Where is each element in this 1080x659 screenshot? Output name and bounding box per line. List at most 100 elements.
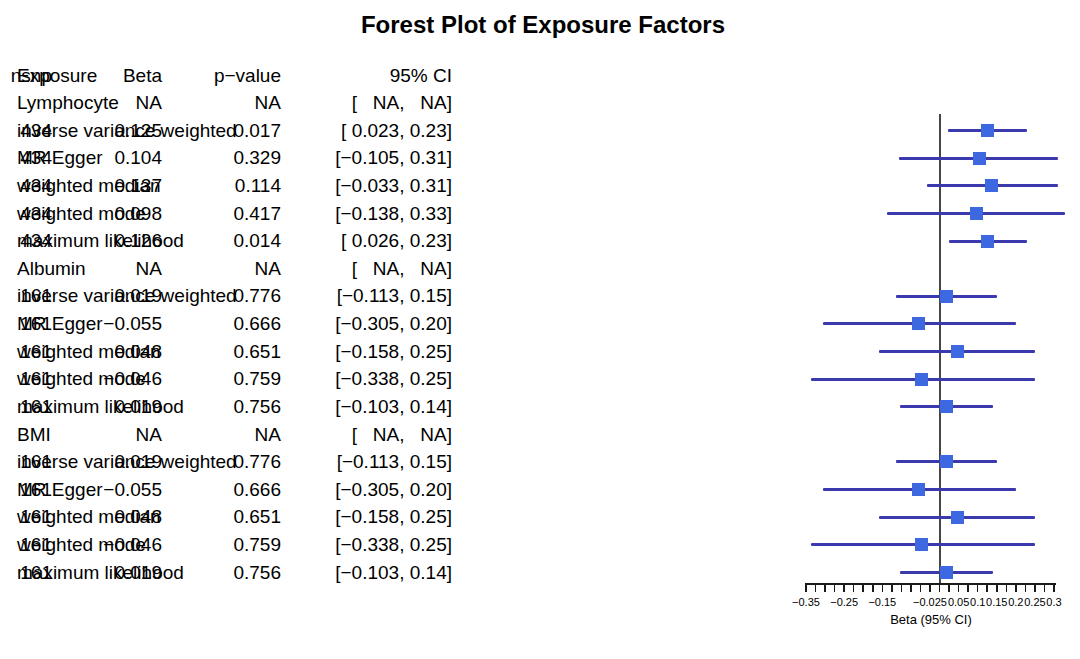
table-row: weighted median1610.0480.651[−0.158, 0.2… xyxy=(0,503,780,531)
forest-plot-figure: Forest Plot of Exposure Factors Exposure… xyxy=(0,0,1080,659)
axis-tick xyxy=(901,583,903,592)
axis-tick-label: 0.2 xyxy=(1008,596,1023,608)
cell-pvalue: NA xyxy=(255,255,281,283)
cell-pvalue: 0.666 xyxy=(233,476,281,504)
axis-tick xyxy=(891,583,893,592)
table-row: inverse variance weighted4340.1250.017[ … xyxy=(0,117,780,145)
table-row: weighted mode4340.0980.417[−0.138, 0.33] xyxy=(0,200,780,228)
cell-ci: [−0.338, 0.25] xyxy=(335,531,452,559)
table-row: weighted mode161−0.0460.759[−0.338, 0.25… xyxy=(0,365,780,393)
cell-pvalue: 0.651 xyxy=(233,338,281,366)
axis-tick xyxy=(939,583,941,592)
col-header-ci: 95% CI xyxy=(390,62,452,90)
table-row: MR Egger161−0.0550.666[−0.305, 0.20] xyxy=(0,310,780,338)
axis-tick xyxy=(1044,583,1046,592)
cell-ci: [−0.033, 0.31] xyxy=(335,172,452,200)
cell-beta: −0.046 xyxy=(103,531,162,559)
table-row: inverse variance weighted1610.0190.776[−… xyxy=(0,282,780,310)
table-header-row: Exposure nsnp Beta p−value 95% CI xyxy=(0,62,780,90)
cell-beta: 0.048 xyxy=(114,338,162,366)
cell-exposure: BMI xyxy=(17,421,51,449)
axis-tick xyxy=(843,583,845,592)
point-estimate-box xyxy=(951,345,964,358)
x-axis-label: Beta (95% CI) xyxy=(890,612,972,627)
axis-tick xyxy=(853,583,855,592)
cell-ci: [−0.105, 0.31] xyxy=(335,144,452,172)
axis-tick xyxy=(986,583,988,592)
point-estimate-box xyxy=(940,566,953,579)
cell-pvalue: 0.756 xyxy=(233,393,281,421)
cell-ci: [ NA, NA] xyxy=(352,421,452,449)
table-row: weighted mode161−0.0460.759[−0.338, 0.25… xyxy=(0,531,780,559)
axis-tick xyxy=(862,583,864,592)
col-header-pvalue: p−value xyxy=(214,62,281,90)
cell-pvalue: 0.114 xyxy=(235,172,281,200)
point-estimate-box xyxy=(940,290,953,303)
point-estimate-box xyxy=(912,317,925,330)
cell-pvalue: 0.417 xyxy=(233,200,281,228)
point-estimate-box xyxy=(915,373,928,386)
table-group-row: AlbuminNANA[ NA, NA] xyxy=(0,255,780,283)
cell-beta: 0.019 xyxy=(114,448,162,476)
axis-tick-label: −0.25 xyxy=(830,596,858,608)
cell-nsnp: 161 xyxy=(20,531,52,559)
cell-ci: [−0.138, 0.33] xyxy=(335,200,452,228)
axis-tick-label: 0.1 xyxy=(970,596,985,608)
cell-pvalue: 0.017 xyxy=(233,117,281,145)
table-row: maximum likelihood4340.1260.014[ 0.026, … xyxy=(0,227,780,255)
cell-beta: 0.019 xyxy=(114,393,162,421)
point-estimate-box xyxy=(915,538,928,551)
axis-tick xyxy=(929,583,931,592)
cell-nsnp: 434 xyxy=(20,144,52,172)
cell-ci: [−0.305, 0.20] xyxy=(335,310,452,338)
cell-nsnp: 161 xyxy=(20,448,52,476)
axis-tick xyxy=(1053,583,1055,592)
axis-tick xyxy=(1006,583,1008,592)
axis-tick xyxy=(1025,583,1027,592)
point-estimate-box xyxy=(940,455,953,468)
axis-tick xyxy=(958,583,960,592)
axis-tick xyxy=(996,583,998,592)
point-estimate-box xyxy=(981,124,994,137)
point-estimate-box xyxy=(951,511,964,524)
table-row: maximum likelihood1610.0190.756[−0.103, … xyxy=(0,393,780,421)
cell-nsnp: 161 xyxy=(20,338,52,366)
point-estimate-box xyxy=(985,179,998,192)
cell-ci: [−0.338, 0.25] xyxy=(335,365,452,393)
table-row: weighted median1610.0480.651[−0.158, 0.2… xyxy=(0,338,780,366)
cell-ci: [−0.103, 0.14] xyxy=(335,559,452,587)
point-estimate-box xyxy=(940,400,953,413)
axis-tick-label: −0.35 xyxy=(792,596,820,608)
cell-pvalue: 0.651 xyxy=(233,503,281,531)
axis-tick xyxy=(882,583,884,592)
cell-beta: −0.055 xyxy=(103,476,162,504)
axis-tick xyxy=(977,583,979,592)
cell-ci: [−0.158, 0.25] xyxy=(335,338,452,366)
point-estimate-box xyxy=(973,152,986,165)
cell-beta: 0.019 xyxy=(114,559,162,587)
axis-tick xyxy=(824,583,826,592)
axis-tick xyxy=(948,583,950,592)
cell-pvalue: 0.014 xyxy=(233,227,281,255)
cell-nsnp: 161 xyxy=(20,310,52,338)
cell-nsnp: 161 xyxy=(20,476,52,504)
cell-beta: NA xyxy=(136,255,162,283)
cell-beta: 0.019 xyxy=(114,282,162,310)
cell-nsnp: 434 xyxy=(20,200,52,228)
table-row: maximum likelihood1610.0190.756[−0.103, … xyxy=(0,559,780,587)
cell-nsnp: 161 xyxy=(20,282,52,310)
cell-nsnp: 434 xyxy=(20,172,52,200)
axis-tick-label: 0.25 xyxy=(1024,596,1045,608)
point-estimate-box xyxy=(981,235,994,248)
cell-nsnp: 161 xyxy=(20,503,52,531)
table-row: weighted median4340.1370.114[−0.033, 0.3… xyxy=(0,172,780,200)
cell-ci: [ NA, NA] xyxy=(352,89,452,117)
cell-ci: [−0.158, 0.25] xyxy=(335,503,452,531)
point-estimate-box xyxy=(912,483,925,496)
cell-beta: −0.046 xyxy=(103,365,162,393)
axis-tick xyxy=(805,583,807,592)
cell-pvalue: 0.776 xyxy=(233,448,281,476)
cell-beta: 0.125 xyxy=(114,117,162,145)
cell-ci: [ NA, NA] xyxy=(352,255,452,283)
table-group-row: BMINANA[ NA, NA] xyxy=(0,421,780,449)
